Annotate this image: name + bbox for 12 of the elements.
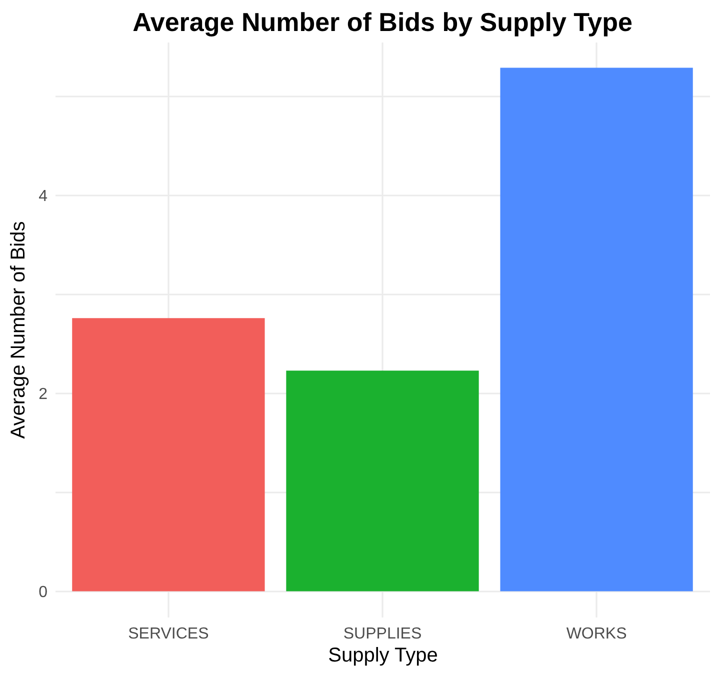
x-axis-title: Supply Type <box>328 644 438 666</box>
x-tick-label: SUPPLIES <box>343 626 422 642</box>
bar <box>286 370 479 592</box>
chart-title: Average Number of Bids by Supply Type <box>132 7 632 37</box>
x-tick-label: SERVICES <box>128 626 209 642</box>
y-tick-label: 4 <box>38 188 48 205</box>
y-tick-label: 0 <box>38 584 48 601</box>
y-axis-title: Average Number of Bids <box>8 221 30 439</box>
x-tick-label: WORKS <box>566 626 627 642</box>
y-tick-label: 2 <box>38 386 48 403</box>
bar <box>500 68 693 592</box>
bar <box>72 318 265 592</box>
